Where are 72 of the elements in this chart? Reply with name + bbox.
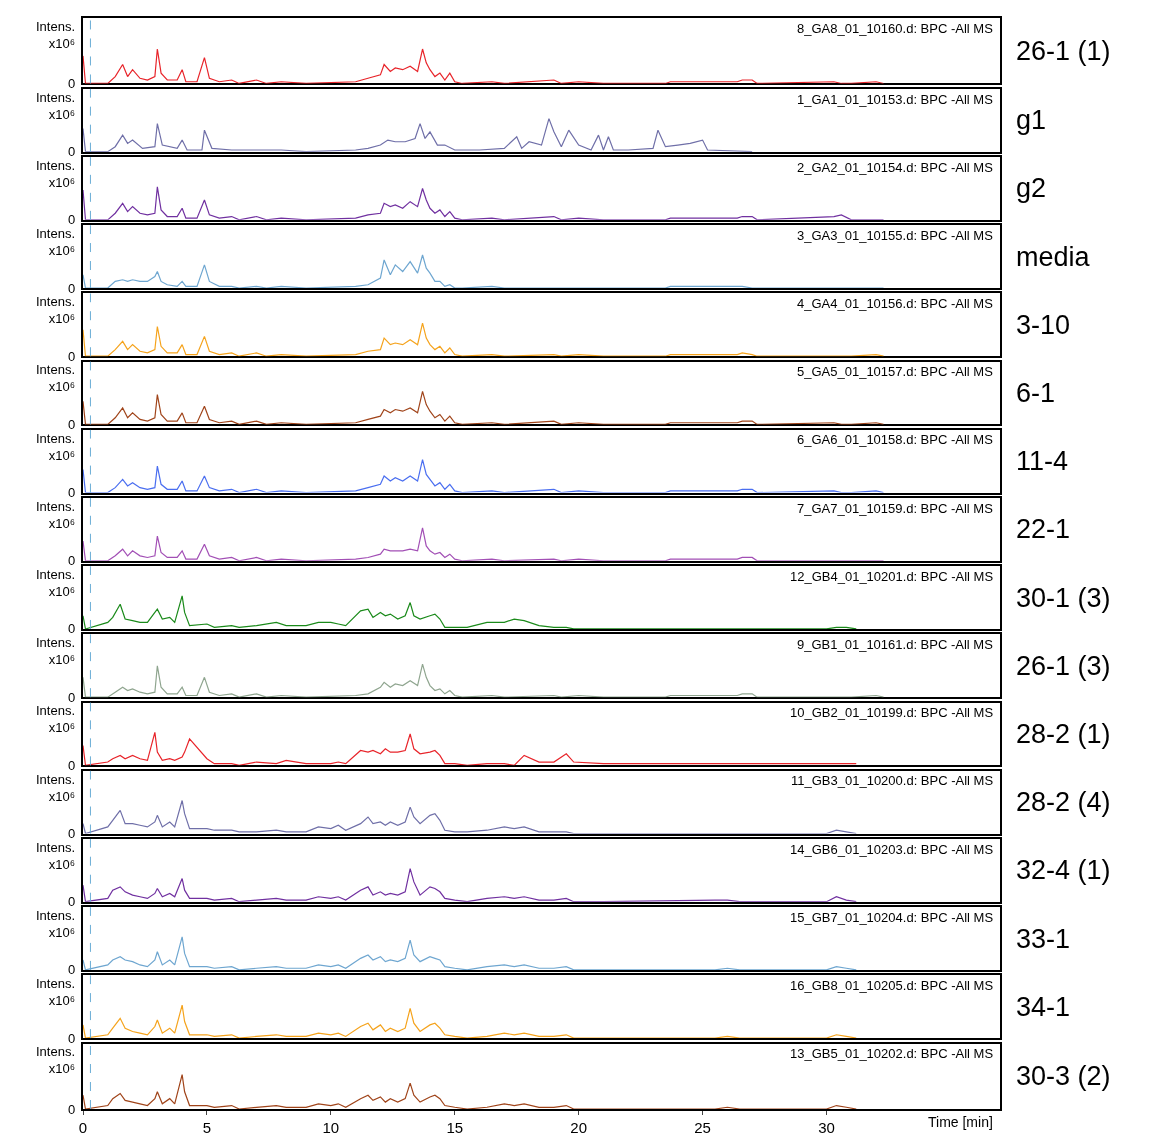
- y-axis-title: Intens. x10⁶: [36, 19, 76, 51]
- text: 22-1: [1016, 514, 1071, 544]
- x-tick-label: 20: [570, 1119, 588, 1136]
- chart-title: 9_GB1_01_10161.d: BPC -All MS: [797, 637, 994, 652]
- text: g1: [1016, 105, 1047, 135]
- chart-title: 8_GA8_01_10160.d: BPC -All MS: [797, 21, 994, 36]
- y-axis-title: Intens. x10⁶: [36, 567, 76, 599]
- chart-title: 3_GA3_01_10155.d: BPC -All MS: [797, 228, 994, 243]
- chart-title: 15_GB7_01_10204.d: BPC -All MS: [790, 910, 994, 925]
- text: g2: [1016, 173, 1047, 203]
- y-axis-title: Intens. x10⁶: [36, 226, 76, 258]
- text: 0: [68, 621, 76, 636]
- x-tick-label: 5: [202, 1119, 212, 1136]
- chart-title: 6_GA6_01_10158.d: BPC -All MS: [797, 432, 994, 447]
- chart-title: 7_GA7_01_10159.d: BPC -All MS: [797, 501, 994, 516]
- y-axis-title: Intens. x10⁶: [36, 158, 76, 190]
- y-axis-title: Intens. x10⁶: [36, 362, 76, 394]
- x-axis-title: Time [min]: [928, 1114, 993, 1130]
- text: 0: [68, 212, 76, 227]
- text: 0: [68, 417, 76, 432]
- chart-title: 12_GB4_01_10201.d: BPC -All MS: [790, 569, 994, 584]
- y-axis-title: Intens. x10⁶: [36, 499, 76, 531]
- x-tick-label: 0: [78, 1119, 88, 1136]
- text: 6-1: [1016, 378, 1056, 408]
- chart-title: 1_GA1_01_10153.d: BPC -All MS: [797, 92, 994, 107]
- text: 30-1 (3): [1016, 583, 1111, 613]
- text: 30-3 (2): [1016, 1061, 1111, 1091]
- text: 28-2 (4): [1016, 787, 1111, 817]
- chart-title: 4_GA4_01_10156.d: BPC -All MS: [797, 296, 994, 311]
- text: 0: [68, 281, 76, 296]
- y-axis-title: Intens. x10⁶: [36, 431, 76, 463]
- y-axis-title: Intens. x10⁶: [36, 703, 76, 735]
- x-tick-label: 25: [694, 1119, 711, 1136]
- x-tick-label: 15: [446, 1119, 464, 1136]
- text: 0: [68, 962, 76, 977]
- text: 0: [68, 1102, 76, 1117]
- chart-title: 2_GA2_01_10154.d: BPC -All MS: [797, 160, 994, 175]
- y-axis-title: Intens. x10⁶: [36, 294, 76, 326]
- text: 28-2 (1): [1016, 719, 1111, 749]
- text: 0: [68, 485, 76, 500]
- text: 0: [68, 349, 76, 364]
- y-axis-title: Intens. x10⁶: [36, 908, 76, 940]
- x-tick-label: 30: [818, 1119, 835, 1136]
- y-axis-title: Intens. x10⁶: [36, 635, 76, 667]
- y-axis-title: Intens. x10⁶: [36, 90, 76, 122]
- text: 0: [68, 1031, 76, 1046]
- text: 0: [68, 894, 76, 909]
- x-tick-label: 10: [322, 1119, 340, 1136]
- text: 0: [68, 144, 76, 159]
- chart-title: 16_GB8_01_10205.d: BPC -All MS: [790, 978, 994, 993]
- text: 3-10: [1016, 310, 1071, 340]
- text: 26-1 (3): [1016, 651, 1111, 681]
- text: 32-4 (1): [1016, 855, 1111, 885]
- text: 34-1: [1016, 992, 1071, 1022]
- text: 0: [68, 553, 76, 568]
- chart-title: 5_GA5_01_10157.d: BPC -All MS: [797, 364, 994, 379]
- text: media: [1016, 242, 1091, 272]
- y-axis-title: Intens. x10⁶: [36, 772, 76, 804]
- chart-title: 13_GB5_01_10202.d: BPC -All MS: [790, 1046, 994, 1061]
- chart-title: 14_GB6_01_10203.d: BPC -All MS: [790, 842, 994, 857]
- chart-title: 10_GB2_01_10199.d: BPC -All MS: [790, 705, 994, 720]
- text: 0: [68, 758, 76, 773]
- text: 0: [68, 690, 76, 705]
- text: 0: [68, 76, 76, 91]
- text: 0: [68, 826, 76, 841]
- chart-title: 11_GB3_01_10200.d: BPC -All MS: [791, 773, 994, 788]
- text: 26-1 (1): [1016, 36, 1111, 66]
- y-axis-title: Intens. x10⁶: [36, 1044, 76, 1076]
- text: 11-4: [1016, 446, 1069, 476]
- y-axis-title: Intens. x10⁶: [36, 840, 76, 872]
- text: 33-1: [1016, 924, 1071, 954]
- y-axis-title: Intens. x10⁶: [36, 976, 76, 1008]
